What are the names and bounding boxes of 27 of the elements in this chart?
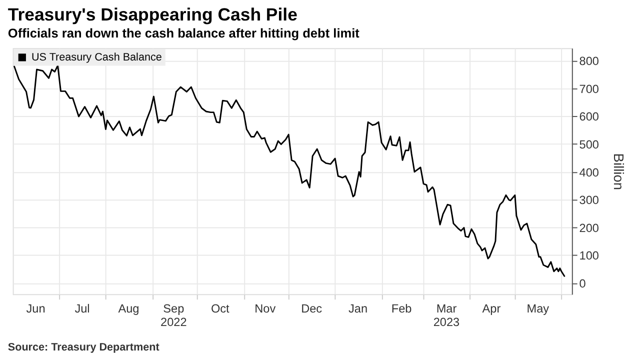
source-note: Source: Treasury Department [8, 341, 160, 353]
x-tick-label: Aug [118, 301, 140, 316]
line-series [14, 64, 566, 277]
chart-subtitle: Officials ran down the cash balance after hitting debt limit [8, 25, 360, 40]
x-tick-label: Oct [210, 301, 230, 316]
x-tick-label: Jun [26, 301, 46, 316]
y-tick-label: 500 [579, 137, 600, 152]
x-tick-label: May [526, 301, 550, 316]
y-axis-title: Billion [610, 153, 626, 190]
y-tick-label: 700 [579, 82, 600, 96]
x-tick-label: Nov [254, 301, 276, 316]
chart-title: Treasury's Disappearing Cash Pile [8, 4, 298, 25]
y-tick-label: 400 [579, 165, 600, 180]
y-tick-label: 200 [579, 220, 600, 235]
y-tick-label: 600 [579, 110, 600, 124]
x-tick-label: Apr [482, 301, 501, 316]
x-tick-label: Mar 2023 [433, 301, 460, 330]
x-tick-label: Feb [391, 301, 412, 316]
y-tick-label: 300 [579, 193, 600, 208]
x-tick-label: Sep 2022 [160, 301, 187, 330]
y-tick-label: 800 [579, 54, 600, 68]
y-tick-label: 0 [579, 276, 586, 290]
legend-label: US Treasury Cash Balance [32, 51, 162, 64]
x-tick-label: Jul [74, 301, 90, 316]
y-tick-label: 100 [579, 248, 600, 263]
x-tick-label: Dec [301, 301, 322, 316]
x-tick-label: Jan [348, 301, 368, 316]
